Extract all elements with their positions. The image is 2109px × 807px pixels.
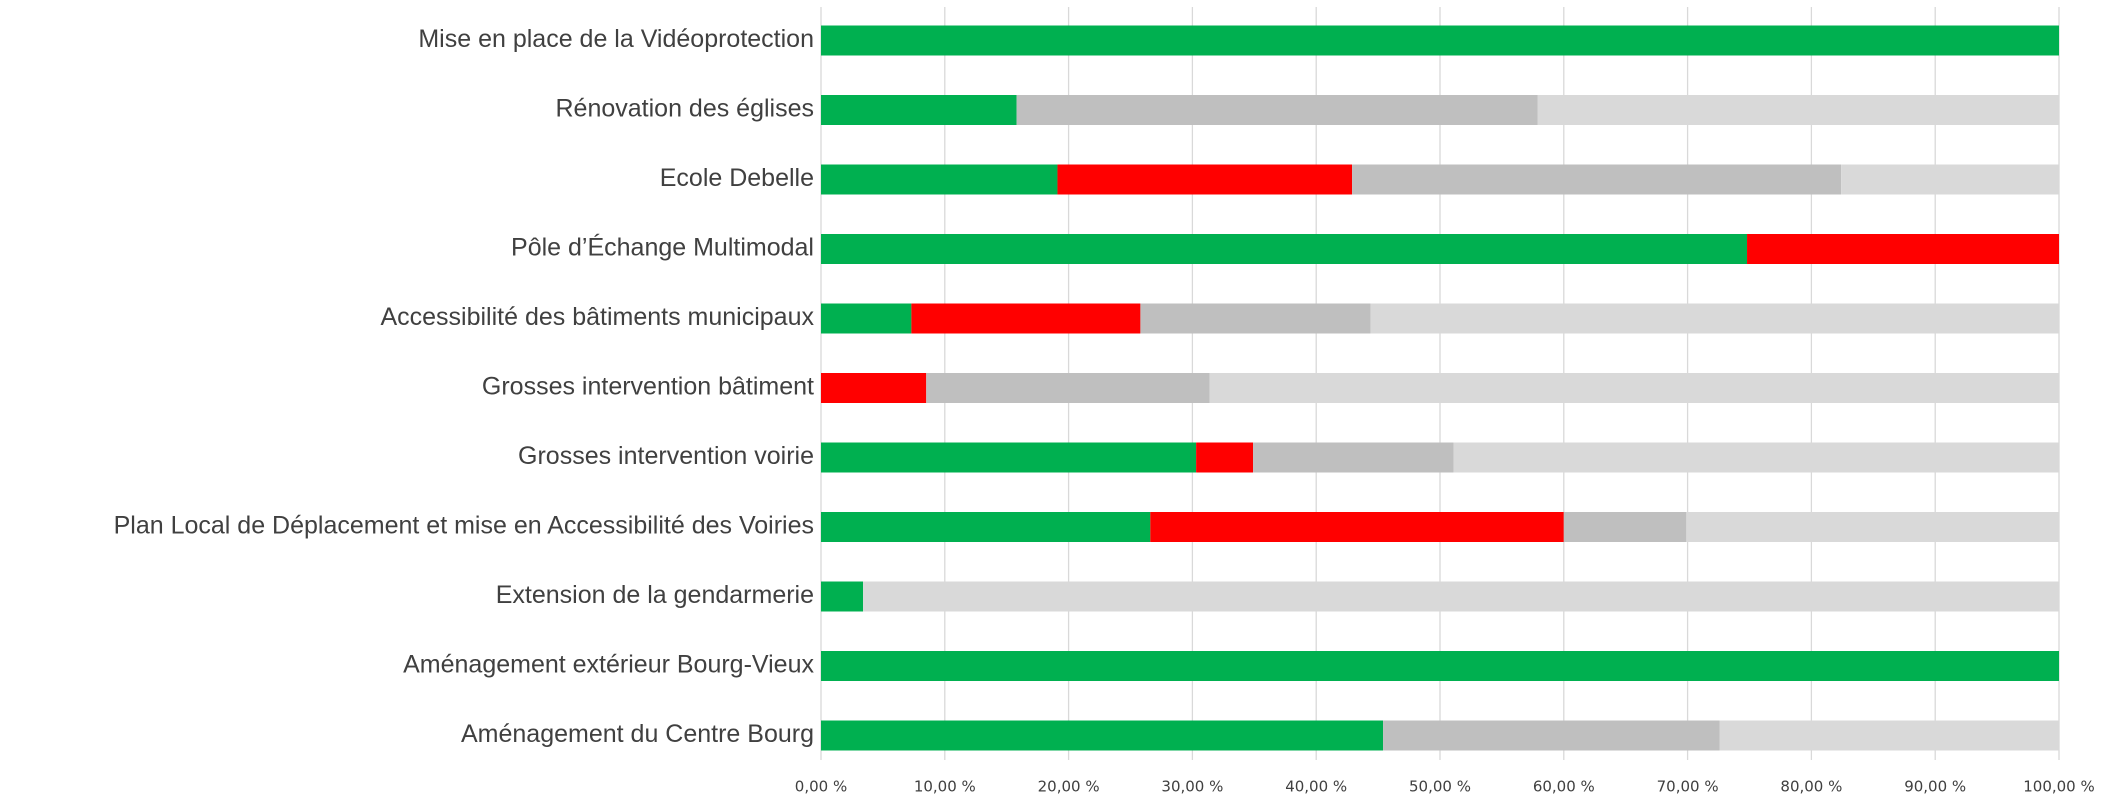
x-tick-label: 80,00 % [1780,778,1842,796]
y-tick-label: Plan Local de Déplacement et mise en Acc… [114,512,814,540]
bar-segment [1563,512,1687,542]
bar-segment [821,164,1058,195]
bar-segment [1370,303,2059,334]
y-tick-label: Extension de la gendarmerie [496,581,814,609]
x-tick-label: 40,00 % [1285,778,1347,796]
x-tick-label: 20,00 % [1038,778,1100,796]
bar-segment [1253,442,1454,473]
bar-segment [1719,720,2059,751]
bar-segment [1140,303,1371,334]
bar-segment [821,720,1384,751]
bar-segment [1057,164,1353,195]
bar-segment [821,373,927,403]
y-tick-label: Accessibilité des bâtiments municipaux [380,303,814,331]
bar-segment [863,581,2059,612]
x-tick-label: 30,00 % [1161,778,1223,796]
x-tick-label: 100,00 % [2023,778,2095,796]
bar-segment [1453,442,2059,473]
x-tick-label: 50,00 % [1409,778,1471,796]
bar-segment [1383,720,1720,751]
x-tick-label: 60,00 % [1533,778,1595,796]
bar-segment [1686,512,2059,542]
x-tick-label: 70,00 % [1657,778,1719,796]
y-tick-label: Grosses intervention voirie [518,442,814,470]
x-tick-label: 0,00 % [795,778,847,796]
bar-segment [821,25,2059,56]
bar-segment [1841,164,2059,195]
bar-segment [821,234,1748,264]
bar-segment [1150,512,1564,542]
y-tick-label: Aménagement extérieur Bourg-Vieux [403,651,814,679]
y-tick-label: Rénovation des églises [556,95,815,123]
bar-segment [821,303,912,334]
bar-segment [821,95,1017,125]
bar-segment [821,581,864,612]
y-tick-label: Grosses intervention bâtiment [482,373,814,401]
bar-segment [1352,164,1842,195]
y-tick-label: Ecole Debelle [660,164,814,192]
x-tick-label: 90,00 % [1904,778,1966,796]
bar-segment [821,442,1197,473]
y-tick-label: Pôle d’Échange Multimodal [511,233,814,262]
x-tick-label: 10,00 % [914,778,976,796]
bar-segment [821,512,1151,542]
bar-segment [911,303,1141,334]
bar-segment [1747,234,2059,264]
bar-segment [821,651,2059,681]
bar-segment [926,373,1210,403]
bar-segment [1209,373,2059,403]
y-tick-label: Aménagement du Centre Bourg [461,720,814,748]
y-tick-label: Mise en place de la Vidéoprotection [418,25,814,53]
bar-segment [1016,95,1538,125]
bar-segment [1537,95,2059,125]
bar-segment [1196,442,1254,473]
